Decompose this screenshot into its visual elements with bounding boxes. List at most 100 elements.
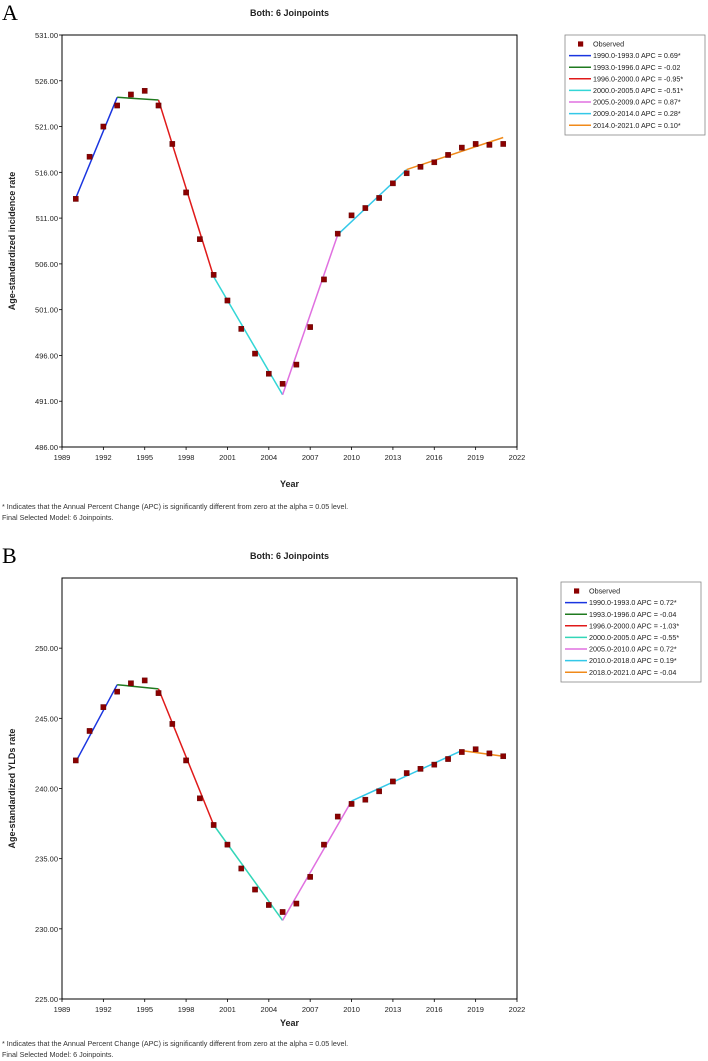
segment-line-1996-0-2000-0: [157, 99, 215, 277]
observed-point: [238, 326, 245, 332]
observed-point: [266, 902, 272, 908]
legend-entry-label: 2005.0-2009.0 APC = 0.87*: [593, 98, 681, 107]
x-tick-label: 2013: [385, 1005, 402, 1014]
legend-entry-label: 2010.0-2018.0 APC = 0.19*: [589, 656, 677, 665]
y-tick-label: 496.00: [35, 351, 58, 360]
x-tick-label: 1995: [136, 1005, 153, 1014]
y-tick-label: 516.00: [35, 168, 58, 177]
segment-line-2005-0-2010-0: [281, 800, 353, 921]
x-axis-title: Year: [280, 1018, 300, 1028]
panel-b-footnote: * Indicates that the Annual Percent Chan…: [2, 1039, 348, 1060]
segment-line-1996-0-2000-0: [157, 688, 215, 826]
x-tick-label: 1989: [54, 1005, 71, 1014]
observed-point: [100, 704, 107, 710]
observed-point: [307, 324, 313, 330]
significance-note: * Indicates that the Annual Percent Chan…: [2, 1039, 349, 1048]
observed-point: [266, 370, 272, 377]
panel-a-footnote: * Indicates that the Annual Percent Chan…: [2, 502, 348, 523]
chart-ylds-rate: Both: 6 Joinpoints 225.00 230.00 235.00 240.…: [7, 551, 702, 1028]
observed-point: [445, 152, 451, 158]
observed-point: [155, 102, 162, 109]
observed-point: [141, 677, 148, 684]
observed-point: [390, 778, 396, 785]
y-tick-label: 245.00: [35, 714, 58, 723]
y-tick-label: 501.00: [35, 306, 58, 315]
observed-point: [169, 721, 176, 727]
legend-box: [560, 581, 702, 683]
segment-line-1990-0-1993-0: [75, 684, 118, 763]
observed-point: [307, 874, 313, 880]
x-tick-label: 2016: [426, 1005, 443, 1014]
observed-point: [293, 361, 300, 368]
legend-entry-label: 1993.0-1996.0 APC = -0.04: [589, 610, 676, 619]
final-model-note: Final Selected Model: 6 Joinpoints.: [2, 1049, 114, 1059]
observed-point: [72, 757, 79, 764]
observed-point: [403, 170, 410, 177]
segment-line-2005-0-2009-0: [281, 234, 339, 396]
observed-point: [293, 900, 300, 907]
y-tick-label: 531.00: [35, 31, 58, 40]
x-tick-label: 2004: [260, 453, 277, 462]
observed-point: [431, 159, 438, 166]
observed-point: [197, 795, 203, 802]
x-axis-title: Year: [280, 479, 300, 489]
observed-point: [348, 212, 355, 219]
observed-point: [403, 770, 410, 776]
x-tick-label: 2004: [260, 1005, 277, 1014]
observed-point: [500, 141, 507, 147]
legend-entry-label: 2018.0-2021.0 APC = -0.04: [589, 668, 676, 677]
legend-observed-label: Observed: [593, 40, 624, 49]
observed-point: [500, 753, 507, 760]
y-tick-label: 230.00: [35, 925, 58, 934]
y-tick-label: 225.00: [35, 995, 58, 1004]
observed-point: [197, 236, 203, 242]
y-tick-label: 486.00: [35, 443, 58, 452]
y-tick-label: 506.00: [35, 260, 58, 269]
x-tick-label: 1992: [95, 453, 112, 462]
observed-point: [238, 865, 245, 872]
plot-frame: [61, 34, 518, 448]
x-tick-label: 1992: [95, 1005, 112, 1014]
observed-point: [417, 766, 424, 772]
x-tick-label: 2022: [509, 453, 526, 462]
observed-point: [279, 909, 286, 915]
x-tick-label: 2007: [302, 1005, 319, 1014]
x-tick-label: 2019: [467, 453, 484, 462]
x-tick-label: 2022: [509, 1005, 526, 1014]
segment-line-1993-0-1996-0: [117, 683, 159, 690]
x-tick-label: 2001: [219, 453, 236, 462]
segment-line-2000-0-2005-0: [213, 276, 284, 396]
observed-point: [486, 750, 493, 757]
y-tick-label: 235.00: [35, 855, 58, 864]
observed-point: [183, 757, 189, 764]
x-tick-label: 2001: [219, 1005, 236, 1014]
observed-point: [362, 205, 369, 211]
observed-point: [459, 749, 465, 755]
observed-point: [86, 728, 93, 734]
x-tick-label: 1995: [136, 453, 153, 462]
segment-line-1990-0-1993-0: [75, 97, 118, 199]
x-tick-label: 2013: [385, 453, 402, 462]
observed-point: [224, 841, 231, 848]
observed-point: [86, 153, 93, 160]
observed-point: [252, 886, 258, 893]
observed-point: [321, 276, 327, 283]
y-tick-label: 250.00: [35, 644, 58, 653]
observed-point: [141, 88, 148, 94]
observed-point: [348, 801, 355, 807]
legend-entry-label: 2000.0-2005.0 APC = -0.51*: [593, 86, 683, 95]
observed-point: [472, 141, 479, 147]
x-tick-label: 2010: [343, 453, 360, 462]
y-tick-label: 521.00: [35, 123, 58, 132]
legend-entry-label: 1993.0-1996.0 APC = -0.02: [593, 63, 680, 72]
legend-entry-label: 1996.0-2000.0 APC = -1.03*: [589, 621, 679, 630]
x-tick-label: 2007: [302, 453, 319, 462]
segment-line-2018-0-2021-0: [461, 749, 504, 757]
observed-point: [417, 164, 424, 170]
observed-point: [100, 123, 107, 130]
legend-box: [564, 34, 706, 136]
x-tick-label: 1989: [54, 453, 71, 462]
observed-point: [114, 102, 120, 109]
observed-point: [252, 350, 258, 357]
observed-point: [210, 822, 217, 828]
